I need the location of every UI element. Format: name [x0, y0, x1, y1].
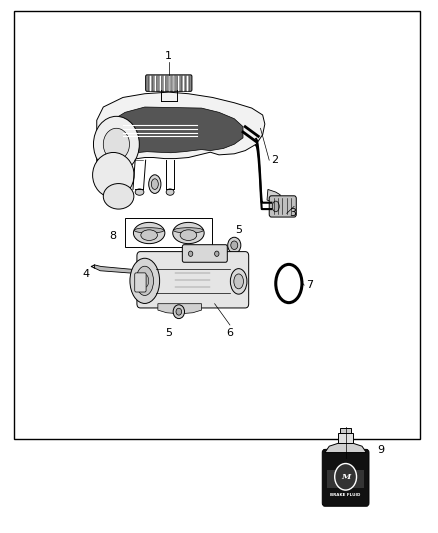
Polygon shape — [325, 443, 366, 453]
Ellipse shape — [135, 189, 144, 195]
Ellipse shape — [136, 266, 153, 295]
Ellipse shape — [149, 175, 161, 193]
Ellipse shape — [103, 183, 134, 209]
FancyBboxPatch shape — [146, 75, 192, 91]
Ellipse shape — [134, 222, 165, 244]
Text: 2: 2 — [272, 155, 279, 165]
Ellipse shape — [103, 128, 130, 160]
Text: BRAKE FLUID: BRAKE FLUID — [330, 494, 361, 497]
Ellipse shape — [231, 241, 238, 249]
Bar — [338, 433, 353, 443]
Bar — [14, 11, 420, 439]
Ellipse shape — [173, 305, 184, 319]
Circle shape — [335, 464, 357, 490]
Ellipse shape — [151, 179, 158, 189]
FancyBboxPatch shape — [182, 245, 227, 262]
Ellipse shape — [234, 274, 244, 289]
Text: 1: 1 — [165, 51, 172, 61]
Ellipse shape — [272, 201, 279, 212]
Polygon shape — [112, 107, 243, 157]
Polygon shape — [95, 265, 141, 273]
Ellipse shape — [141, 274, 149, 287]
FancyBboxPatch shape — [322, 449, 369, 506]
Polygon shape — [158, 304, 201, 314]
Polygon shape — [267, 189, 280, 203]
FancyBboxPatch shape — [269, 196, 296, 217]
Bar — [340, 428, 351, 433]
Ellipse shape — [141, 230, 157, 240]
Circle shape — [188, 251, 193, 256]
Text: 7: 7 — [306, 280, 314, 290]
Ellipse shape — [93, 116, 139, 172]
Text: 6: 6 — [226, 328, 233, 337]
Bar — [327, 470, 364, 488]
Text: 5: 5 — [165, 328, 172, 337]
Text: 3: 3 — [289, 208, 296, 219]
Ellipse shape — [230, 269, 247, 294]
FancyBboxPatch shape — [135, 273, 146, 292]
Ellipse shape — [130, 259, 159, 303]
Text: 9: 9 — [377, 445, 384, 455]
Polygon shape — [97, 92, 265, 166]
Ellipse shape — [228, 237, 241, 253]
Ellipse shape — [173, 228, 203, 233]
Text: M: M — [341, 473, 350, 481]
Ellipse shape — [176, 308, 182, 315]
Circle shape — [215, 251, 219, 256]
Ellipse shape — [92, 152, 134, 198]
Bar — [125, 217, 212, 247]
Ellipse shape — [173, 222, 204, 244]
Ellipse shape — [166, 189, 174, 195]
Text: 8: 8 — [109, 231, 117, 241]
Ellipse shape — [134, 228, 164, 233]
Text: 5: 5 — [235, 224, 242, 235]
FancyBboxPatch shape — [137, 252, 249, 308]
Text: 4: 4 — [82, 270, 89, 279]
Ellipse shape — [180, 230, 197, 240]
